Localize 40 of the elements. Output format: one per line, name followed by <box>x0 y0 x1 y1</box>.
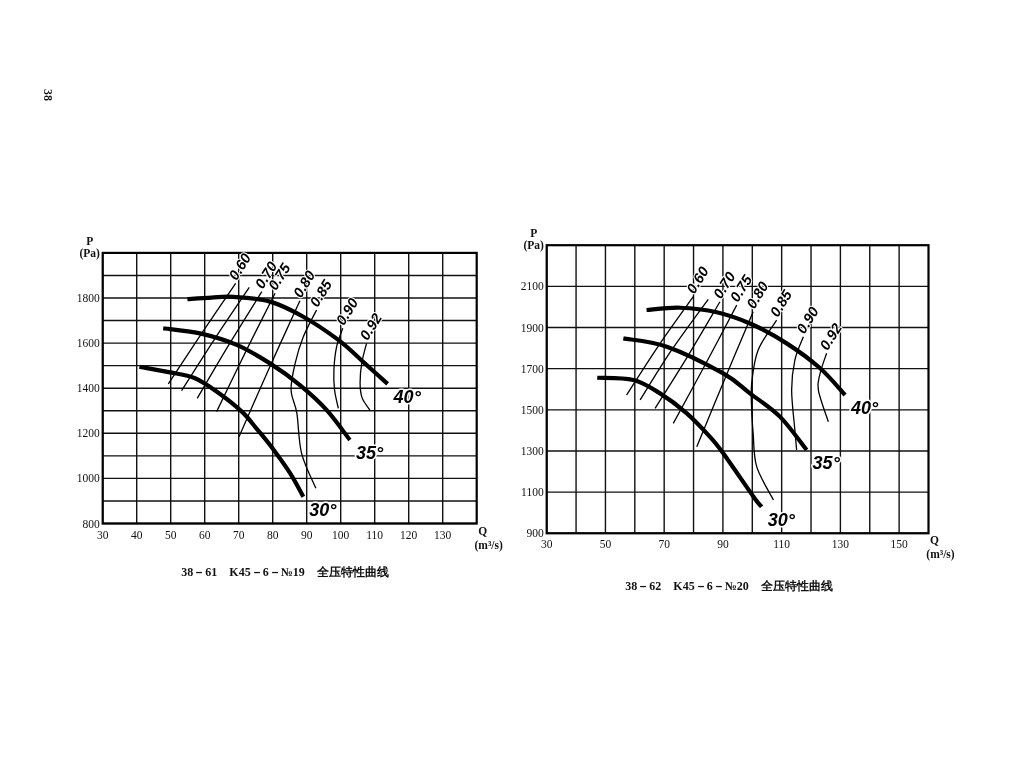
y-axis-title: P (Pa) <box>523 227 545 253</box>
text: 38－61 K45－6－№19 全压特性曲线 <box>181 565 389 579</box>
x-tick-label: 40 <box>130 528 143 541</box>
x-axis-title: Q (m³/s) <box>926 534 955 562</box>
x-tick-label: 30 <box>96 528 109 541</box>
x-tick-label: 60 <box>198 528 211 541</box>
y-tick-label: 1300 <box>520 444 544 457</box>
series-label: 30° <box>309 499 338 520</box>
y-tick-label: 1800 <box>76 292 100 304</box>
x-tick-label: 70 <box>658 538 671 551</box>
x-axis-title: Q (m³/s) <box>474 524 504 552</box>
y-tick-label: 1500 <box>520 403 544 416</box>
series-label: 35° <box>812 452 841 473</box>
x-tick-label: 130 <box>831 538 850 551</box>
x-tick-label: 90 <box>717 538 729 551</box>
y-tick-label: 1200 <box>76 427 100 440</box>
text: 38－62 K45－6－№20 全压特性曲线 <box>625 579 833 593</box>
x-tick-label: 130 <box>434 528 452 541</box>
x-tick-label: 150 <box>890 538 909 551</box>
x-tick-label: 110 <box>773 538 791 551</box>
y-tick-label: 900 <box>526 527 544 540</box>
x-tick-label: 30 <box>540 538 553 551</box>
x-tick-label: 50 <box>599 538 612 551</box>
x-tick-label: 50 <box>164 528 177 541</box>
x-tick-label: 110 <box>366 528 384 541</box>
x-tick-label: 80 <box>266 528 279 541</box>
y-tick-label: 1700 <box>520 362 544 375</box>
y-tick-label: 1600 <box>76 337 100 350</box>
y-tick-label: 1400 <box>76 382 100 395</box>
text: 38 <box>41 89 55 101</box>
x-tick-label: 120 <box>400 528 418 541</box>
x-tick-label: 70 <box>232 528 245 541</box>
y-tick-label: 1900 <box>520 321 544 334</box>
y-tick-label: 2100 <box>520 280 544 293</box>
y-tick-label: 1100 <box>521 486 544 499</box>
x-tick-label: 90 <box>300 528 313 541</box>
y-tick-label: 800 <box>82 517 100 530</box>
y-tick-label: 1000 <box>76 472 100 485</box>
y-axis-title: P (Pa) <box>79 234 101 260</box>
x-tick-label: 100 <box>332 528 350 541</box>
